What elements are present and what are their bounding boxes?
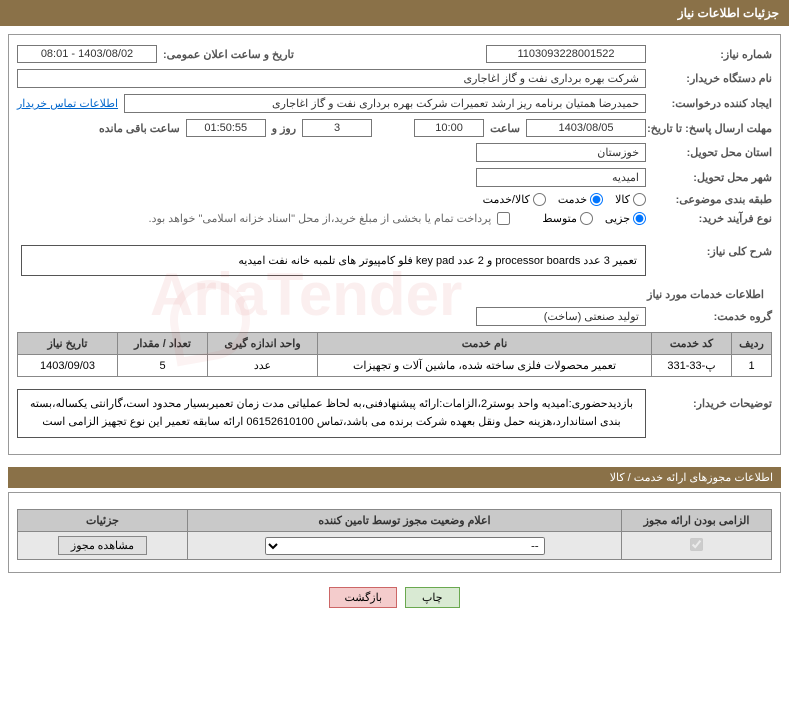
buyer-contact-link[interactable]: اطلاعات تماس خریدار [17, 97, 118, 110]
need-number-label: شماره نیاز: [652, 48, 772, 61]
services-section-label: اطلاعات خدمات مورد نیاز [17, 288, 764, 301]
buyer-org-value: شرکت بهره برداری نفت و گاز اغاجاری [17, 69, 646, 88]
status-cell: -- [188, 532, 622, 560]
cell-qty: 5 [118, 355, 208, 377]
th-date: تاریخ نیاز [18, 333, 118, 355]
service-group-label: گروه خدمت: [652, 310, 772, 323]
buyer-desc-text: بازدیدحضوری:امیدیه واحد بوستر2،الزامات:ا… [30, 398, 633, 428]
deadline-label: مهلت ارسال پاسخ: تا تاریخ: [652, 122, 772, 135]
deadline-time: 10:00 [414, 119, 484, 137]
desc-label: شرح کلی نیاز: [652, 245, 772, 258]
payment-note: پرداخت تمام یا بخشی از مبلغ خرید،از محل … [149, 212, 492, 225]
requester-value: حمیدرضا همتیان برنامه ریز ارشد تعمیرات ش… [124, 94, 646, 113]
print-button[interactable]: چاپ [405, 587, 460, 608]
service-group-value: تولید صنعتی (ساخت) [476, 307, 646, 326]
mandatory-cell [622, 532, 772, 560]
city-value: امیدیه [476, 168, 646, 187]
cell-date: 1403/09/03 [18, 355, 118, 377]
radio-medium-label: متوسط [542, 212, 577, 225]
main-panel: شماره نیاز: 1103093228001522 تاریخ و ساع… [8, 34, 781, 455]
license-section-header: اطلاعات مجوزهای ارائه خدمت / كالا [8, 467, 781, 488]
buyer-desc-label: توضیحات خریدار: [652, 383, 772, 410]
process-label: نوع فرآیند خرید: [652, 212, 772, 225]
cell-code: پ-33-331 [652, 355, 732, 377]
th-status: اعلام وضعیت مجوز توسط تامین کننده [188, 510, 622, 532]
status-select[interactable]: -- [265, 537, 545, 555]
time-remaining: 01:50:55 [186, 119, 266, 137]
treasury-checkbox[interactable] [497, 212, 510, 225]
buyer-org-label: نام دستگاه خریدار: [652, 72, 772, 85]
desc-text: تعمیر 3 عدد processor boards و 2 عدد key… [238, 255, 637, 267]
view-license-button[interactable]: مشاهده مجوز [58, 536, 147, 555]
desc-box: تعمیر 3 عدد processor boards و 2 عدد key… [21, 245, 646, 276]
time-label-1: ساعت [490, 122, 520, 135]
th-qty: تعداد / مقدار [118, 333, 208, 355]
radio-both[interactable]: کالا/خدمت [483, 193, 546, 206]
cell-row: 1 [732, 355, 772, 377]
province-label: استان محل تحویل: [652, 146, 772, 159]
radio-medium[interactable]: متوسط [542, 212, 593, 225]
buyer-desc-box: بازدیدحضوری:امیدیه واحد بوستر2،الزامات:ا… [17, 389, 646, 438]
mandatory-checkbox [690, 538, 703, 551]
services-table: ردیف کد خدمت نام خدمت واحد اندازه گیری ت… [17, 332, 772, 377]
th-code: کد خدمت [652, 333, 732, 355]
radio-goods-label: کالا [615, 193, 630, 206]
days-and-label: روز و [272, 122, 296, 135]
radio-service[interactable]: خدمت [558, 193, 603, 206]
radio-medium-input[interactable] [580, 212, 593, 225]
radio-both-label: کالا/خدمت [483, 193, 530, 206]
days-remaining: 3 [302, 119, 372, 137]
details-cell: مشاهده مجوز [18, 532, 188, 560]
radio-goods-input[interactable] [633, 193, 646, 206]
th-row: ردیف [732, 333, 772, 355]
th-name: نام خدمت [318, 333, 652, 355]
cell-name: تعمیر محصولات فلزی ساخته شده، ماشین آلات… [318, 355, 652, 377]
radio-service-input[interactable] [590, 193, 603, 206]
announce-date-label: تاریخ و ساعت اعلان عمومی: [163, 48, 294, 61]
back-button[interactable]: بازگشت [329, 587, 397, 608]
table-row: 1 پ-33-331 تعمیر محصولات فلزی ساخته شده،… [18, 355, 772, 377]
category-label: طبقه بندی موضوعی: [652, 193, 772, 206]
license-section-title: اطلاعات مجوزهای ارائه خدمت / كالا [610, 472, 773, 484]
requester-label: ایجاد کننده درخواست: [652, 97, 772, 110]
th-details: جزئیات [18, 510, 188, 532]
license-row: -- مشاهده مجوز [18, 532, 772, 560]
page-title-bar: جزئیات اطلاعات نیاز [0, 0, 789, 26]
remaining-label: ساعت باقی مانده [99, 122, 180, 135]
cell-unit: عدد [208, 355, 318, 377]
radio-goods[interactable]: کالا [615, 193, 646, 206]
radio-service-label: خدمت [558, 193, 587, 206]
announce-date-value: 1403/08/02 - 08:01 [17, 45, 157, 63]
province-value: خوزستان [476, 143, 646, 162]
radio-partial[interactable]: جزیی [605, 212, 646, 225]
need-number-value: 1103093228001522 [486, 45, 646, 63]
radio-both-input[interactable] [533, 193, 546, 206]
page-title: جزئیات اطلاعات نیاز [678, 6, 779, 20]
deadline-date: 1403/08/05 [526, 119, 646, 137]
bottom-buttons: چاپ بازگشت [0, 587, 789, 608]
license-panel: الزامی بودن ارائه مجوز اعلام وضعیت مجوز … [8, 492, 781, 573]
radio-partial-label: جزیی [605, 212, 630, 225]
radio-partial-input[interactable] [633, 212, 646, 225]
th-mandatory: الزامی بودن ارائه مجوز [622, 510, 772, 532]
th-unit: واحد اندازه گیری [208, 333, 318, 355]
license-table: الزامی بودن ارائه مجوز اعلام وضعیت مجوز … [17, 509, 772, 560]
city-label: شهر محل تحویل: [652, 171, 772, 184]
